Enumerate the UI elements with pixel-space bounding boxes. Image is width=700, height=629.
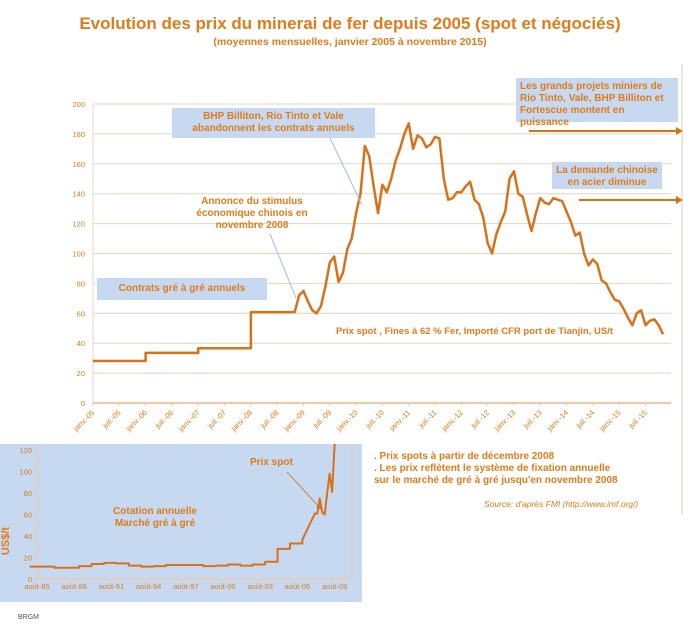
inset-y-tick-label: 20 [24,554,32,563]
inset-spot-arrow [286,471,323,511]
annotation-demande: La demande chinoise en acier diminue [552,162,662,189]
x-tick-label: janv.-05 [71,408,97,434]
source-note: Source: d'après FMI (http://www.imf.org/… [484,499,639,509]
inset-spot-label: Prix spot [250,457,293,468]
x-tick-label: juil.-12 [468,408,491,431]
x-tick-label: juil.-11 [416,408,438,430]
annotation-arrow-stimulus [269,233,297,299]
annotation-bhp: BHP Billiton, Rio Tinto et Vale abandonn… [172,108,375,138]
arrow-head-icon [676,127,683,135]
annotation-arrow-bhp [329,137,363,206]
inset-annual-label: Cotation annuelle Marché gré à gré [113,506,197,529]
note-2: . Les prix reflètent le système de fixat… [374,463,611,474]
inset-x-tick-label: août-85 [24,582,49,591]
inset-ylabel: US$/t [0,526,13,556]
x-tick-label: janv.-12 [439,408,465,434]
annotation-projets: Les grands projets miniers de Rio Tinto,… [516,78,678,128]
x-tick-label: janv.-10 [334,408,360,434]
inset-y-tick-label: 0 [28,575,32,584]
annotation-stimulus: Annonce du stimulus économique chinois e… [196,196,308,231]
inset-x-tick-label: août-94 [136,582,161,591]
y-tick-label: 140 [72,190,85,199]
inset-x-tick-label: août-03 [247,582,272,591]
note-3: sur le marché de gré à gré jusqu'en nove… [374,475,618,486]
y-tick-label: 180 [72,130,85,139]
inset-x-tick-label: août-91 [99,582,124,591]
y-tick-label: 20 [77,369,85,378]
x-tick-label: janv.-14 [544,408,570,434]
x-tick-label: juil.-06 [153,408,176,431]
x-tick-label: janv.-11 [387,408,412,433]
y-tick-label: 60 [77,309,85,318]
inset-x-tick-label: août-06 [285,582,310,591]
x-tick-label: janv.-06 [123,408,149,434]
note-1: . Prix spots à partir de décembre 2008 [374,451,555,462]
arrow-head-icon [676,196,683,204]
y-tick-label: 200 [72,100,85,109]
inset-chart: 0 20 40 60 80 100 120 août-85 août-88 août-91 août… [19,444,353,591]
y-tick-label: 160 [72,160,85,169]
x-tick-label: juil.-05 [100,408,123,431]
annotation-contrats: Contrats gré à gré annuels [97,278,267,300]
inset-price-line [29,444,337,569]
x-tick-label: janv.-15 [597,408,623,434]
arrow-head-icon [316,504,322,510]
inset-x-tick-label: août-97 [173,582,198,591]
x-tick-label: juil.-08 [258,408,281,431]
x-tick-label: janv.-09 [281,408,307,434]
x-tick-label: juil.-14 [574,408,597,431]
inset-panel [0,444,362,602]
footer-brgm: BRGM [18,614,39,621]
x-tick-label: juil.-09 [311,408,334,431]
y-tick-label: 80 [77,279,85,288]
inset-x-tick-label: août-88 [61,582,86,591]
y-tick-label: 120 [72,220,85,229]
inset-x-tick-label: août-00 [210,582,235,591]
x-tick-label: juil.-07 [205,408,228,431]
series-label: Prix spot , Fines à 62 % Fer, Importé CF… [336,326,613,337]
y-tick-label: 0 [81,399,85,408]
inset-y-tick-label: 80 [24,489,32,498]
inset-y-tick-label: 100 [19,468,32,477]
x-tick-label: janv.-13 [492,408,518,434]
chart-subtitle: (moyennes mensuelles, janvier 2005 à nov… [213,36,487,48]
y-tick-label: 40 [77,339,85,348]
x-tick-label: janv.-08 [229,408,255,434]
inset-y-tick-label: 40 [24,532,32,541]
inset-y-tick-label: 120 [19,446,32,455]
x-tick-label: janv.-07 [176,408,202,434]
chart-title: Evolution des prix du minerai de fer dep… [79,14,621,33]
inset-y-tick-label: 60 [24,511,32,520]
price-line [93,122,665,363]
x-tick-label: juil.-15 [626,408,649,431]
x-tick-label: juil.-10 [363,408,386,431]
x-tick-label: juil.-13 [521,408,544,431]
inset-x-tick-label: août-09 [322,582,347,591]
y-tick-label: 100 [72,250,85,259]
